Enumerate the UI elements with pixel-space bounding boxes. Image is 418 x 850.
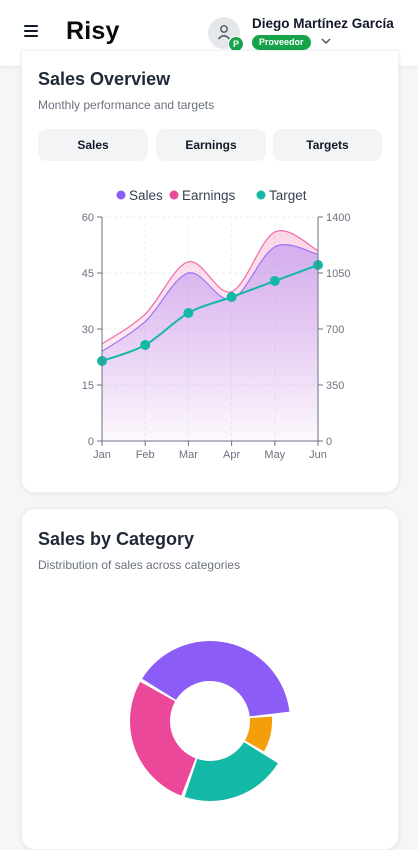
chevron-down-icon[interactable] (320, 36, 332, 46)
sales-line (101, 244, 319, 352)
tab-sales[interactable]: Sales (38, 129, 148, 161)
legend-label-sales: Sales (129, 188, 163, 203)
target-point-apr (226, 292, 237, 302)
sales-by-category-chart (130, 641, 290, 801)
x-tick-label: Feb (136, 449, 155, 461)
sales-by-category-card: Sales by Category Distribution of sales … (21, 508, 399, 850)
y-left-tick-label: 60 (82, 212, 94, 224)
y-left-tick-label: 45 (82, 268, 94, 280)
target-point-feb (140, 340, 151, 350)
sales-overview-title: Sales Overview (38, 69, 171, 89)
sales-by-category-subtitle: Distribution of sales across categories (38, 558, 241, 572)
x-tick-label: Jun (309, 449, 327, 461)
y-right-tick-label: 700 (326, 324, 344, 336)
sales-overview-subtitle: Monthly performance and targets (38, 98, 215, 112)
avatar-status-badge: P (228, 36, 244, 52)
donut-slice-1 (142, 641, 290, 717)
tab-earnings[interactable]: Earnings (156, 129, 266, 161)
sales-overview-card: Sales Overview Monthly performance and t… (21, 50, 399, 493)
y-right-tick-label: 350 (326, 380, 344, 392)
y-left-tick-label: 15 (82, 380, 94, 392)
sales-overview-chart: 0 15 30 45 60 0 350 700 1050 1400 Jan Feb Mar Apr May J… (82, 188, 351, 461)
target-point-mar (183, 308, 194, 318)
user-icon (217, 25, 231, 40)
user-name[interactable]: Diego Martínez García (252, 16, 394, 31)
sales-area (102, 244, 318, 441)
tab-targets[interactable]: Targets (273, 129, 382, 161)
sales-by-category-title: Sales by Category (38, 529, 195, 549)
x-tick-label: Mar (179, 449, 198, 461)
donut-slice-4 (130, 681, 196, 796)
y-right-tick-label: 1400 (326, 212, 350, 224)
donut-slice-2 (244, 716, 272, 752)
y-right-tick-label: 0 (326, 436, 332, 448)
earnings-line (101, 230, 319, 345)
y-left-tick-label: 30 (82, 324, 94, 336)
brand-logo[interactable]: Risy (66, 17, 120, 45)
y-right-tick-label: 1050 (326, 268, 350, 280)
role-badge: Proveedor (252, 35, 311, 50)
legend-swatch-sales (116, 190, 126, 200)
menu-icon[interactable] (24, 25, 38, 37)
target-point-may (269, 276, 280, 286)
legend-label-earnings: Earnings (182, 188, 236, 203)
x-tick-label: Jan (93, 449, 111, 461)
legend-swatch-target (256, 190, 266, 200)
x-tick-label: May (264, 449, 285, 461)
x-tick-label: Apr (223, 449, 240, 461)
legend-swatch-earnings (169, 190, 179, 200)
y-left-tick-label: 0 (88, 436, 94, 448)
legend-label-target: Target (269, 188, 307, 203)
donut-slice-3 (184, 742, 278, 801)
